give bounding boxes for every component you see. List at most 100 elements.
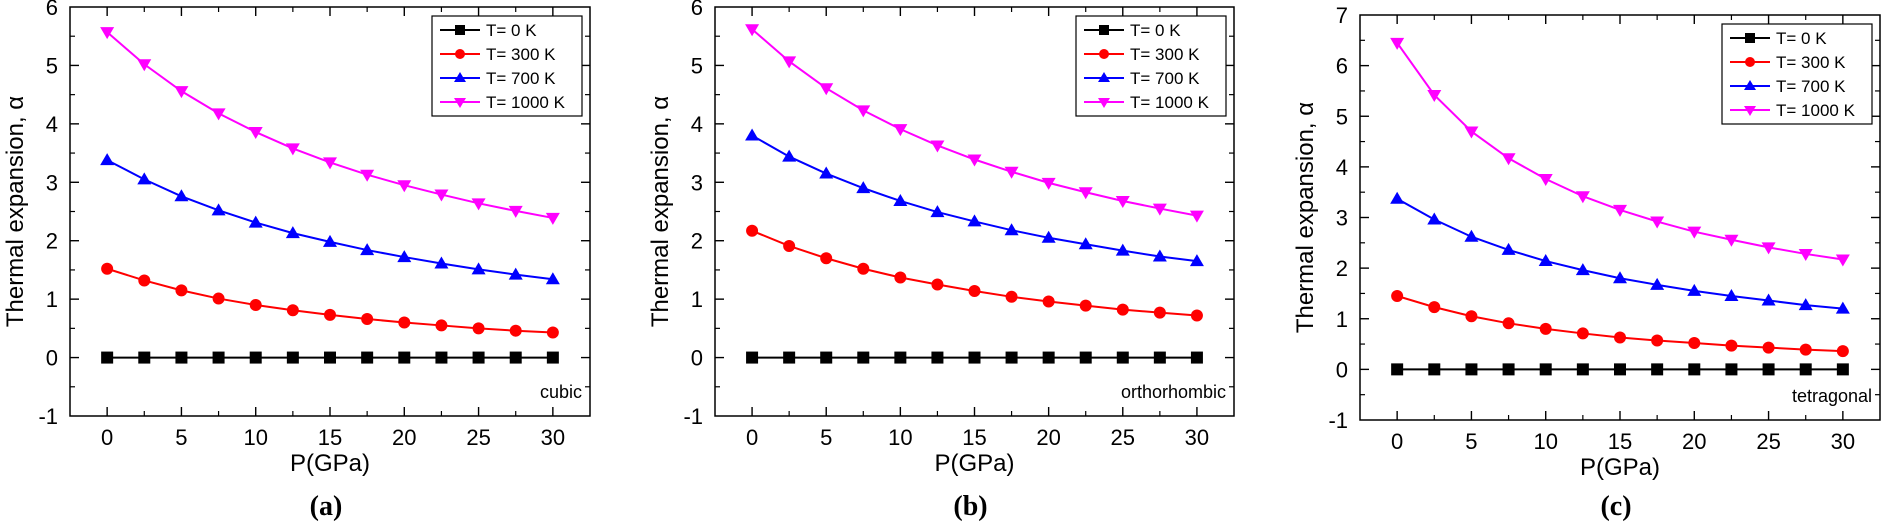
x-tick-label: 15 bbox=[1608, 429, 1632, 454]
data-point bbox=[361, 313, 374, 326]
y-axis-label: Thermal expansion, α bbox=[647, 96, 674, 327]
data-point bbox=[819, 166, 834, 179]
data-point bbox=[100, 27, 115, 40]
data-point bbox=[211, 203, 226, 216]
y-tick-label: 3 bbox=[46, 170, 58, 195]
data-point bbox=[398, 316, 411, 329]
legend-label: T= 0 K bbox=[1776, 29, 1827, 48]
data-point bbox=[1115, 195, 1130, 208]
x-tick-label: 20 bbox=[1036, 425, 1060, 450]
data-point bbox=[894, 351, 907, 364]
data-point bbox=[1153, 351, 1166, 364]
data-point bbox=[819, 83, 834, 96]
data-point bbox=[1190, 309, 1203, 322]
legend: T= 0 K T= 300 K T= 700 K T= 1000 K bbox=[1721, 23, 1873, 125]
data-point bbox=[1762, 341, 1775, 354]
y-tick-label: 6 bbox=[1336, 54, 1348, 79]
data-point bbox=[1538, 174, 1553, 187]
data-point bbox=[472, 351, 485, 364]
legend-marker bbox=[455, 25, 465, 35]
data-point bbox=[857, 262, 870, 275]
data-point bbox=[1004, 223, 1019, 236]
data-point bbox=[930, 140, 945, 153]
legend-marker bbox=[1745, 57, 1755, 67]
series-t-700-k bbox=[100, 153, 560, 285]
data-point bbox=[1465, 363, 1478, 376]
crystal-structure-annotation: tetragonal bbox=[1792, 386, 1872, 406]
data-point bbox=[1116, 351, 1129, 364]
data-point bbox=[1835, 254, 1850, 267]
data-point bbox=[1798, 298, 1813, 311]
legend-marker bbox=[454, 98, 466, 108]
y-tick-label: 3 bbox=[1336, 206, 1348, 231]
series-t-300-k bbox=[746, 224, 1203, 322]
legend-marker bbox=[454, 72, 466, 82]
x-tick-label: 30 bbox=[541, 425, 565, 450]
data-point bbox=[1761, 293, 1776, 306]
x-tick-label: 25 bbox=[1756, 429, 1780, 454]
x-tick-label: 30 bbox=[1831, 429, 1855, 454]
data-point bbox=[820, 252, 833, 265]
series-t-700-k bbox=[1390, 191, 1850, 314]
y-tick-label: 2 bbox=[46, 229, 58, 254]
data-point bbox=[1799, 343, 1812, 356]
data-point bbox=[286, 304, 299, 317]
data-point bbox=[967, 214, 982, 227]
data-point bbox=[248, 215, 263, 228]
data-point bbox=[783, 239, 796, 252]
data-point bbox=[1152, 249, 1167, 262]
legend-label: T= 700 K bbox=[1776, 77, 1846, 96]
data-point bbox=[931, 278, 944, 291]
data-point bbox=[856, 181, 871, 194]
legend: T= 0 K T= 300 K T= 700 K T= 1000 K bbox=[431, 15, 583, 117]
data-point bbox=[1538, 254, 1553, 267]
data-point bbox=[857, 351, 870, 364]
y-tick-label: 0 bbox=[46, 346, 58, 371]
data-point bbox=[434, 189, 449, 202]
data-point bbox=[360, 243, 375, 256]
data-point bbox=[1798, 248, 1813, 261]
x-axis-label: P(GPa) bbox=[1580, 454, 1660, 481]
data-point bbox=[1390, 37, 1405, 50]
data-point bbox=[1651, 334, 1664, 347]
y-tick-label: 7 bbox=[1336, 3, 1348, 28]
y-tick-label: 4 bbox=[691, 112, 703, 137]
data-point bbox=[175, 351, 188, 364]
legend-label: T= 1000 K bbox=[486, 93, 566, 112]
data-point bbox=[1464, 229, 1479, 242]
data-point bbox=[1391, 363, 1404, 376]
data-point bbox=[1688, 337, 1701, 350]
data-point bbox=[968, 351, 981, 364]
data-point bbox=[893, 124, 908, 137]
data-point bbox=[1836, 345, 1849, 358]
data-point bbox=[1042, 295, 1055, 308]
y-tick-label: 4 bbox=[46, 112, 58, 137]
data-point bbox=[324, 308, 336, 321]
data-point bbox=[1576, 363, 1589, 376]
data-point bbox=[100, 153, 115, 166]
x-tick-label: 30 bbox=[1185, 425, 1209, 450]
data-point bbox=[360, 169, 375, 182]
y-axis-label: Thermal expansion, α bbox=[1292, 102, 1319, 333]
x-tick-label: 0 bbox=[746, 425, 758, 450]
x-tick-label: 5 bbox=[1465, 429, 1477, 454]
series-t-700-k bbox=[745, 128, 1204, 267]
data-point bbox=[509, 351, 522, 364]
series-t-0-k bbox=[101, 351, 559, 364]
legend-marker bbox=[1098, 72, 1110, 82]
chart-panel-2: 0 5 10 15 20 25 30 -1 0 1 2 3 4 5 6 P(GPa) Thermal expan… bbox=[647, 0, 1235, 522]
data-point bbox=[101, 351, 114, 364]
data-point bbox=[1539, 322, 1552, 335]
data-point bbox=[323, 234, 337, 247]
data-point bbox=[1724, 234, 1739, 247]
data-point bbox=[1575, 263, 1590, 276]
data-point bbox=[508, 267, 523, 280]
y-tick-label: -1 bbox=[38, 404, 58, 429]
y-tick-label: 6 bbox=[46, 0, 58, 20]
panel-caption: (c) bbox=[1600, 491, 1631, 522]
series-line bbox=[106, 159, 553, 281]
legend-label: T= 0 K bbox=[1130, 21, 1181, 40]
data-point bbox=[1687, 283, 1702, 296]
x-tick-label: 0 bbox=[101, 425, 113, 450]
